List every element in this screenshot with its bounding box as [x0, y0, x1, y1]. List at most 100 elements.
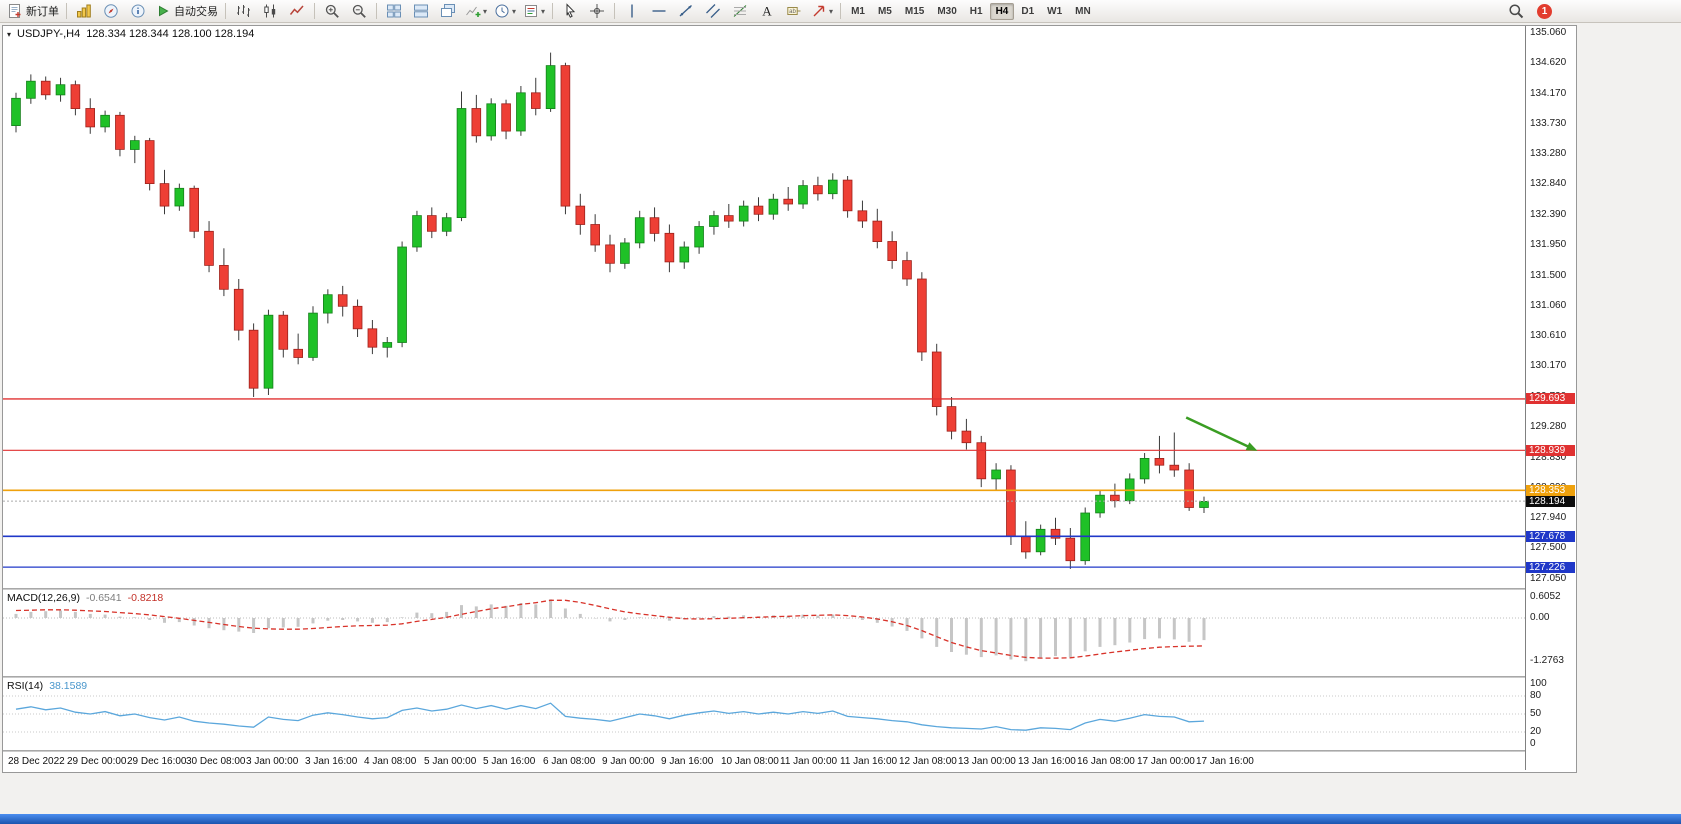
candlestick-mode-button[interactable] — [257, 1, 283, 22]
navigator-button[interactable] — [98, 1, 124, 22]
cascade-windows-button[interactable] — [435, 1, 461, 22]
time-axis-label: 29 Dec 00:00 — [67, 756, 127, 767]
market-watch-icon — [76, 3, 92, 19]
chevron-down-icon[interactable]: ▾ — [512, 6, 517, 16]
panel-separator[interactable] — [3, 588, 1574, 590]
time-axis-label: 9 Jan 00:00 — [602, 756, 655, 767]
rsi-axis-label: 100 — [1530, 678, 1547, 689]
timeframe-d1-button[interactable]: D1 — [1021, 5, 1035, 17]
arrange-windows-icon — [413, 3, 429, 19]
macd-axis-label: -1.2763 — [1530, 655, 1564, 667]
timeframe-w1-button[interactable]: W1 — [1047, 5, 1063, 17]
new-order-button[interactable]: 新订单 — [4, 1, 62, 22]
taskbar[interactable] — [0, 814, 1681, 824]
time-scale[interactable]: 28 Dec 2022 29 Dec 00:00 29 Dec 16:00 30 De… — [3, 752, 1525, 770]
trend-arrow-annotation — [1185, 416, 1258, 451]
time-axis-label: 11 Jan 16:00 — [840, 756, 898, 767]
crosshair-button[interactable] — [584, 1, 610, 22]
time-axis-label: 17 Jan 16:00 — [1196, 756, 1254, 767]
autotrading-icon — [155, 3, 171, 19]
timeframe-mn-button[interactable]: MN — [1075, 5, 1091, 17]
price-axis-label: 134.620 — [1530, 56, 1567, 68]
hline-price-badge: 127.226 — [1526, 561, 1575, 573]
search-icon[interactable] — [1508, 3, 1524, 19]
autotrading-label: 自动交易 — [174, 6, 218, 18]
price-scale[interactable]: 135.060 134.620 134.170 133.730 133.280 132.8… — [1525, 26, 1575, 770]
macd-value: -0.6541 — [85, 592, 122, 604]
templates-button[interactable]: ▾ — [520, 1, 548, 22]
chevron-down-icon[interactable]: ▾ — [483, 6, 488, 16]
ohlc-values: 128.334 128.344 128.100 128.194 — [86, 28, 255, 40]
equidistant-channel-button[interactable] — [700, 1, 726, 22]
timeframe-h1-button[interactable]: H1 — [969, 5, 983, 17]
bar-chart-mode-button[interactable] — [230, 1, 256, 22]
tile-windows-icon — [386, 3, 402, 19]
info-button[interactable] — [125, 1, 151, 22]
line-chart-icon — [289, 3, 305, 19]
cursor-button[interactable] — [557, 1, 583, 22]
collapse-objects-icon[interactable]: ▾ — [7, 29, 12, 39]
arrow-objects-button[interactable]: ▾ — [808, 1, 836, 22]
vertical-line-button[interactable] — [619, 1, 645, 22]
trendline-button[interactable] — [673, 1, 699, 22]
timeframe-m5-button[interactable]: M5 — [877, 5, 892, 17]
line-chart-mode-button[interactable] — [284, 1, 310, 22]
timeframe-m1-button[interactable]: M1 — [851, 5, 865, 17]
new-order-icon — [7, 3, 23, 19]
timeframe-h4-button[interactable]: H4 — [989, 2, 1015, 20]
price-axis-label: 130.170 — [1530, 360, 1567, 372]
price-axis-label: 135.060 — [1530, 26, 1567, 38]
market-watch-button[interactable] — [71, 1, 97, 22]
arrange-windows-button[interactable] — [408, 1, 434, 22]
horizontal-line-button[interactable] — [646, 1, 672, 22]
price-axis-label: 131.060 — [1530, 299, 1567, 311]
timeframe-m30-button[interactable]: M30 — [937, 5, 957, 17]
chevron-down-icon[interactable]: ▾ — [541, 6, 546, 16]
text-button[interactable]: A — [754, 1, 780, 22]
price-chart[interactable] — [3, 26, 1525, 588]
svg-text:A: A — [762, 4, 772, 19]
price-axis-label: 131.950 — [1530, 238, 1567, 250]
time-axis-label: 4 Jan 08:00 — [364, 756, 417, 767]
time-axis-label: 29 Dec 16:00 — [127, 756, 187, 767]
text-label-button[interactable]: ab — [781, 1, 807, 22]
chart-window: ▾ USDJPY-,H4 128.334 128.344 128.100 128… — [2, 25, 1577, 773]
fibonacci-button[interactable] — [727, 1, 753, 22]
periods-button[interactable]: ▾ — [491, 1, 519, 22]
tile-windows-button[interactable] — [381, 1, 407, 22]
hline-price-badge: 127.678 — [1526, 530, 1575, 542]
panel-separator[interactable] — [3, 676, 1574, 678]
hline-price-badge: 128.939 — [1526, 444, 1575, 456]
time-axis-label: 6 Jan 08:00 — [543, 756, 596, 767]
timeframe-m15-button[interactable]: M15 — [904, 5, 925, 17]
crosshair-icon — [589, 3, 605, 19]
label-icon: ab — [786, 3, 802, 19]
notifications-badge[interactable]: 1 — [1537, 3, 1552, 19]
toolbar-separator — [225, 3, 226, 19]
template-icon — [523, 3, 539, 19]
chart-header: ▾ USDJPY-,H4 128.334 128.344 128.100 128… — [7, 28, 254, 40]
arrow-objects-icon — [811, 3, 827, 19]
current-price-badge: 128.194 — [1526, 495, 1575, 507]
svg-text:ab: ab — [789, 9, 796, 15]
zoom-out-icon — [351, 3, 367, 19]
macd-signal-line — [15, 599, 1205, 659]
time-axis-label: 30 Dec 08:00 — [186, 756, 246, 767]
zoom-out-button[interactable] — [346, 1, 372, 22]
hline-price-badge: 129.693 — [1526, 393, 1575, 405]
panel-separator[interactable] — [3, 750, 1574, 752]
macd-panel[interactable] — [3, 590, 1525, 676]
time-axis-label: 13 Jan 00:00 — [958, 756, 1016, 767]
autotrading-button[interactable]: 自动交易 — [152, 1, 221, 22]
macd-histogram — [14, 599, 1206, 662]
time-axis-label: 17 Jan 00:00 — [1137, 756, 1195, 767]
indicators-button[interactable]: ▾ — [462, 1, 490, 22]
chevron-down-icon[interactable]: ▾ — [829, 6, 834, 16]
rsi-value: 38.1589 — [49, 680, 88, 692]
zoom-in-button[interactable] — [319, 1, 345, 22]
rsi-panel[interactable] — [3, 678, 1525, 750]
time-axis-label: 9 Jan 16:00 — [661, 756, 714, 767]
toolbar-separator — [840, 3, 842, 19]
text-icon: A — [759, 3, 775, 19]
